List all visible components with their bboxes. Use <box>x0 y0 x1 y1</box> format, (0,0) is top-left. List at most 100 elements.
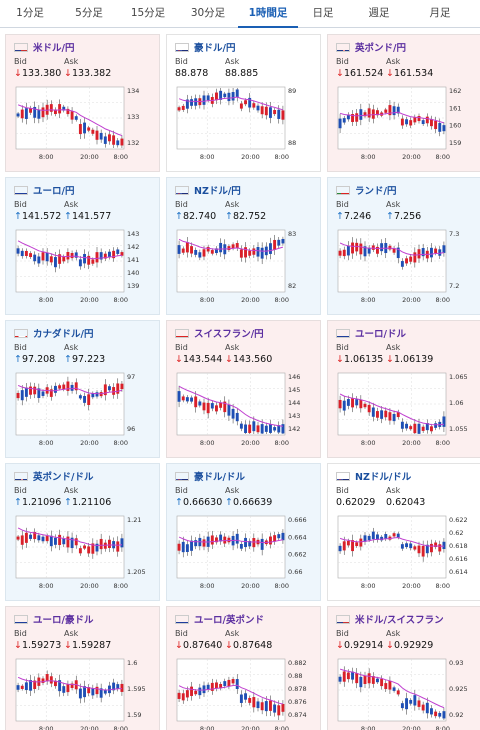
candle-body <box>58 254 62 264</box>
rate-card[interactable]: ユーロ/英ポンド Bid Ask ↓0.87640 ↓0.87648 0.882 0.88 0… <box>166 606 321 730</box>
arrow-down-icon: ↓ <box>386 640 394 651</box>
x-tick-label: 8:00 <box>274 725 289 730</box>
candle-body <box>359 399 363 409</box>
candle-body <box>434 542 438 548</box>
candle-body <box>120 383 124 390</box>
rate-card[interactable]: 米ドル/円 Bid Ask ↓133.380 ↓133.382 134 133 132 8:00… <box>5 34 160 172</box>
moving-average-line <box>17 240 122 260</box>
bid-ask-labels: Bid Ask <box>175 486 239 495</box>
mini-chart[interactable]: 97 96 8:00 20:00 8:00 <box>14 371 154 449</box>
pair-name[interactable]: カナダドル/円 <box>33 329 94 340</box>
mini-chart[interactable]: 83 82 8:00 20:00 8:00 <box>175 228 315 306</box>
candle-body <box>95 543 99 552</box>
candle-body <box>346 399 350 406</box>
rate-card[interactable]: ユーロ/円 Bid Ask ↑141.572 ↑141.577 143 142 141 140 1… <box>5 177 160 315</box>
rate-card[interactable]: 米ドル/スイスフラン Bid Ask ↓0.92914 ↓0.92929 0.93 0.92… <box>327 606 480 730</box>
pair-name[interactable]: 米ドル/スイスフラン <box>355 615 444 626</box>
mini-chart[interactable]: 0.666 0.664 0.662 0.66 8:00 20:00 8:00 <box>175 514 315 592</box>
rate-card[interactable]: 豪ドル/ドル Bid Ask ↑0.66630 ↑0.66639 0.666 0.664 0.… <box>166 463 321 601</box>
candle-body <box>215 405 218 412</box>
mini-chart[interactable]: 1.6 1.595 1.59 8:00 20:00 8:00 <box>14 657 154 730</box>
mini-chart[interactable]: 89 88 8:00 20:00 8:00 <box>175 85 315 163</box>
tab-4[interactable]: 1時間足 <box>238 0 298 28</box>
mini-chart[interactable]: 1.065 1.06 1.055 8:00 20:00 8:00 <box>336 371 476 449</box>
pair-name[interactable]: ユーロ/円 <box>33 186 75 197</box>
rate-card[interactable]: ユーロ/ドル Bid Ask ↓1.06135 ↓1.06139 1.065 1.06 1.0… <box>327 320 480 458</box>
pair-name[interactable]: 米ドル/円 <box>33 43 75 54</box>
pair-name[interactable]: NZドル/ドル <box>355 472 412 483</box>
candle-body <box>181 248 185 253</box>
candle-body <box>438 712 442 717</box>
mini-chart[interactable]: 7.3 7.2 8:00 20:00 8:00 <box>336 228 476 306</box>
candle-body <box>367 673 371 684</box>
rate-card[interactable]: カナダドル/円 Bid Ask ↑97.208 ↑97.223 97 96 8:00 20:00… <box>5 320 160 458</box>
candle-body <box>256 105 260 111</box>
candle-body <box>87 546 91 554</box>
tab-2[interactable]: 15分足 <box>130 7 166 19</box>
y-tick-label: 0.876 <box>288 698 307 706</box>
tab-6[interactable]: 週足 <box>368 7 390 19</box>
pair-name[interactable]: NZドル/円 <box>194 186 241 197</box>
mini-chart[interactable]: 162 161 160 159 8:00 20:00 8:00 <box>336 85 476 163</box>
tab-0[interactable]: 1分足 <box>16 7 44 19</box>
rate-card[interactable]: NZドル/円 Bid Ask ↑82.740 ↑82.752 83 82 8:00 20:00 8… <box>166 177 321 315</box>
candle-body <box>421 545 425 557</box>
pair-name[interactable]: 英ポンド/円 <box>355 43 406 54</box>
bid-ask-values: ↑97.208 ↑97.223 <box>14 354 105 365</box>
mini-chart[interactable]: 134 133 132 8:00 20:00 8:00 <box>14 85 154 163</box>
ask-value: 0.66639 <box>232 497 273 508</box>
mini-chart[interactable]: 0.882 0.88 0.878 0.876 0.874 8:00 20:00 8:00 <box>175 657 315 730</box>
bid-ask-values: ↑7.246 ↑7.256 <box>336 211 421 222</box>
rate-card[interactable]: スイスフラン/円 Bid Ask ↓143.544 ↓143.560 146 145 144 1… <box>166 320 321 458</box>
candle-body <box>185 242 189 253</box>
candle-body <box>185 397 189 402</box>
candle-body <box>409 120 413 126</box>
pair-name[interactable]: 英ポンド/ドル <box>33 472 94 483</box>
tab-7[interactable]: 月足 <box>429 7 451 19</box>
candle-body <box>108 134 111 142</box>
pair-name[interactable]: ユーロ/ドル <box>355 329 406 340</box>
candle-body <box>269 243 272 254</box>
mini-chart[interactable]: 0.93 0.925 0.92 8:00 20:00 8:00 <box>336 657 476 730</box>
candle-body <box>24 250 28 256</box>
pair-name[interactable]: ユーロ/英ポンド <box>194 615 264 626</box>
pair-name[interactable]: スイスフラン/円 <box>194 329 264 340</box>
y-tick-label: 146 <box>288 373 300 381</box>
tab-5[interactable]: 日足 <box>312 7 334 19</box>
candle-body <box>62 106 66 111</box>
candle-body <box>367 535 371 541</box>
y-tick-label: 142 <box>288 425 300 433</box>
mini-chart[interactable]: 146 145 144 143 142 8:00 20:00 8:00 <box>175 371 315 449</box>
moving-average-line <box>17 104 123 136</box>
candle-body <box>277 534 281 539</box>
rate-card[interactable]: NZドル/ドル Bid Ask 0.62029 0.62043 0.622 0.62 0.61… <box>327 463 480 601</box>
bid-ask-labels: Bid Ask <box>14 57 78 66</box>
candle-body <box>33 680 37 689</box>
mini-chart[interactable]: 0.622 0.62 0.618 0.616 0.614 8:00 20:00 8:00 <box>336 514 476 592</box>
candle-body <box>351 114 354 122</box>
mini-chart[interactable]: 1.21 1.205 8:00 20:00 8:00 <box>14 514 154 592</box>
rate-card[interactable]: 英ポンド/円 Bid Ask ↓161.524 ↓161.534 162 161 160 159… <box>327 34 480 172</box>
candle-body <box>227 679 231 687</box>
pair-name[interactable]: 豪ドル/ドル <box>194 472 245 483</box>
candle-body <box>33 531 37 540</box>
pair-name[interactable]: ランド/円 <box>355 186 397 197</box>
pair-name[interactable]: ユーロ/豪ドル <box>33 615 94 626</box>
tab-3[interactable]: 30分足 <box>190 7 226 19</box>
tab-1[interactable]: 5分足 <box>75 7 103 19</box>
candle-body <box>239 423 243 429</box>
rate-card[interactable]: 豪ドル/円 Bid Ask 88.878 88.885 89 88 8:00 20:00 8:00 <box>166 34 321 172</box>
candle-body <box>227 246 231 251</box>
rate-card[interactable]: ランド/円 Bid Ask ↑7.246 ↑7.256 7.3 7.2 8:00 20:00 8:… <box>327 177 480 315</box>
rate-card[interactable]: ユーロ/豪ドル Bid Ask ↓1.59273 ↓1.59287 1.6 1.595 1.5… <box>5 606 160 730</box>
pair-name[interactable]: 豪ドル/円 <box>194 43 236 54</box>
candle-body <box>363 112 367 117</box>
candle-body <box>215 682 218 689</box>
candle-body <box>264 425 268 432</box>
mini-chart[interactable]: 143 142 141 140 139 8:00 20:00 8:00 <box>14 228 154 306</box>
candle-body <box>235 533 239 544</box>
candle-body <box>260 424 264 434</box>
rate-card[interactable]: 英ポンド/ドル Bid Ask ↑1.21096 ↑1.21106 1.21 1.205 8:… <box>5 463 160 601</box>
candle-body <box>70 384 74 391</box>
candle-body <box>359 538 363 547</box>
